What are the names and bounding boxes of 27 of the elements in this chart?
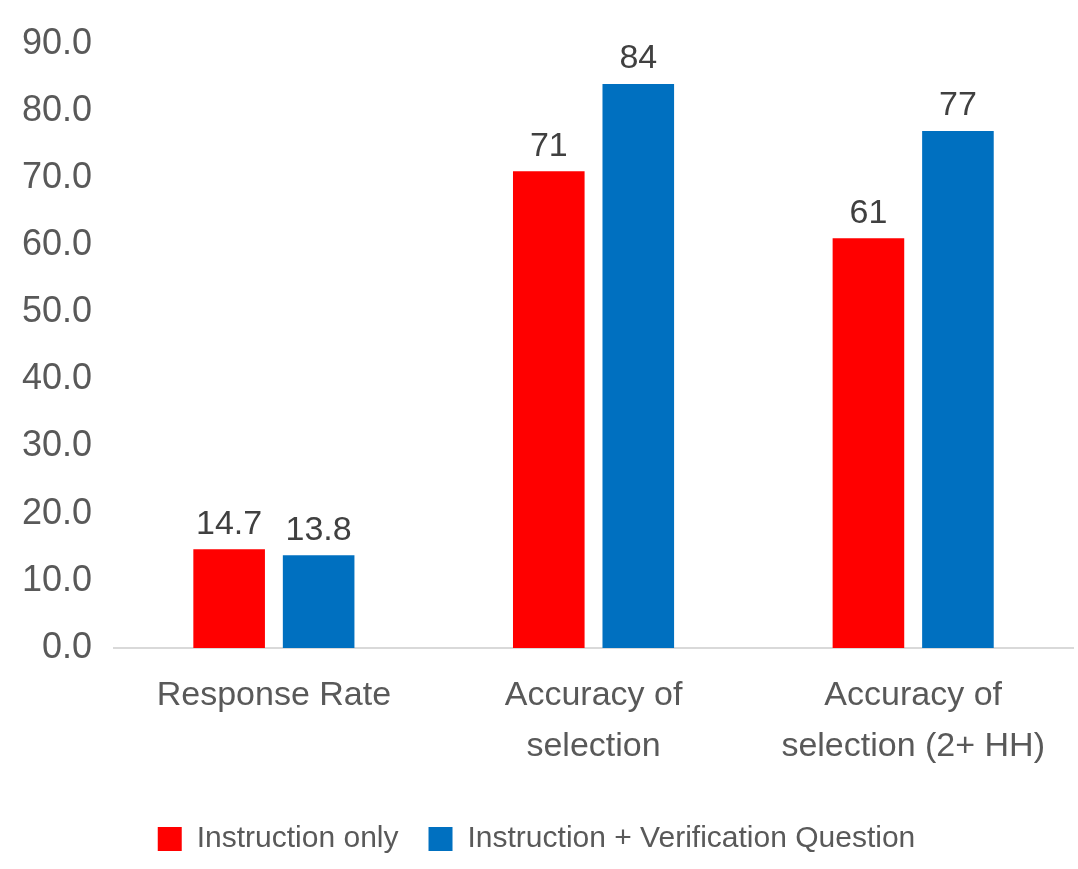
bar (922, 130, 994, 648)
y-tick-label: 90.0 (21, 20, 93, 62)
bar (512, 171, 585, 648)
x-tick-label: Response Rate (156, 673, 392, 712)
bar (832, 238, 905, 648)
data-label: 14.7 (196, 502, 263, 541)
y-tick-label: 80.0 (21, 87, 93, 129)
data-label: 84 (619, 37, 658, 76)
y-tick-label: 10.0 (21, 557, 93, 599)
y-tick-label: 40.0 (21, 356, 93, 398)
legend-label: Instruction + Verification Question (467, 820, 916, 854)
y-tick-label: 50.0 (21, 289, 93, 331)
bar (193, 549, 265, 648)
data-label: 61 (849, 191, 888, 230)
y-tick-label: 30.0 (21, 423, 93, 465)
legend-label: Instruction only (196, 820, 399, 854)
x-tick-label: Accuracy of selection (504, 673, 683, 763)
x-tick-label: Accuracy of selection (2+ HH) (781, 673, 1045, 763)
data-label: 71 (529, 124, 568, 163)
y-tick-label: 70.0 (21, 154, 93, 196)
y-tick-label: 60.0 (21, 221, 93, 263)
bar (282, 555, 355, 648)
data-label: 77 (939, 84, 977, 123)
y-tick-label: 20.0 (21, 490, 93, 532)
y-tick-label: 0.0 (42, 624, 93, 666)
data-label: 13.8 (285, 508, 352, 547)
bar (602, 83, 675, 648)
